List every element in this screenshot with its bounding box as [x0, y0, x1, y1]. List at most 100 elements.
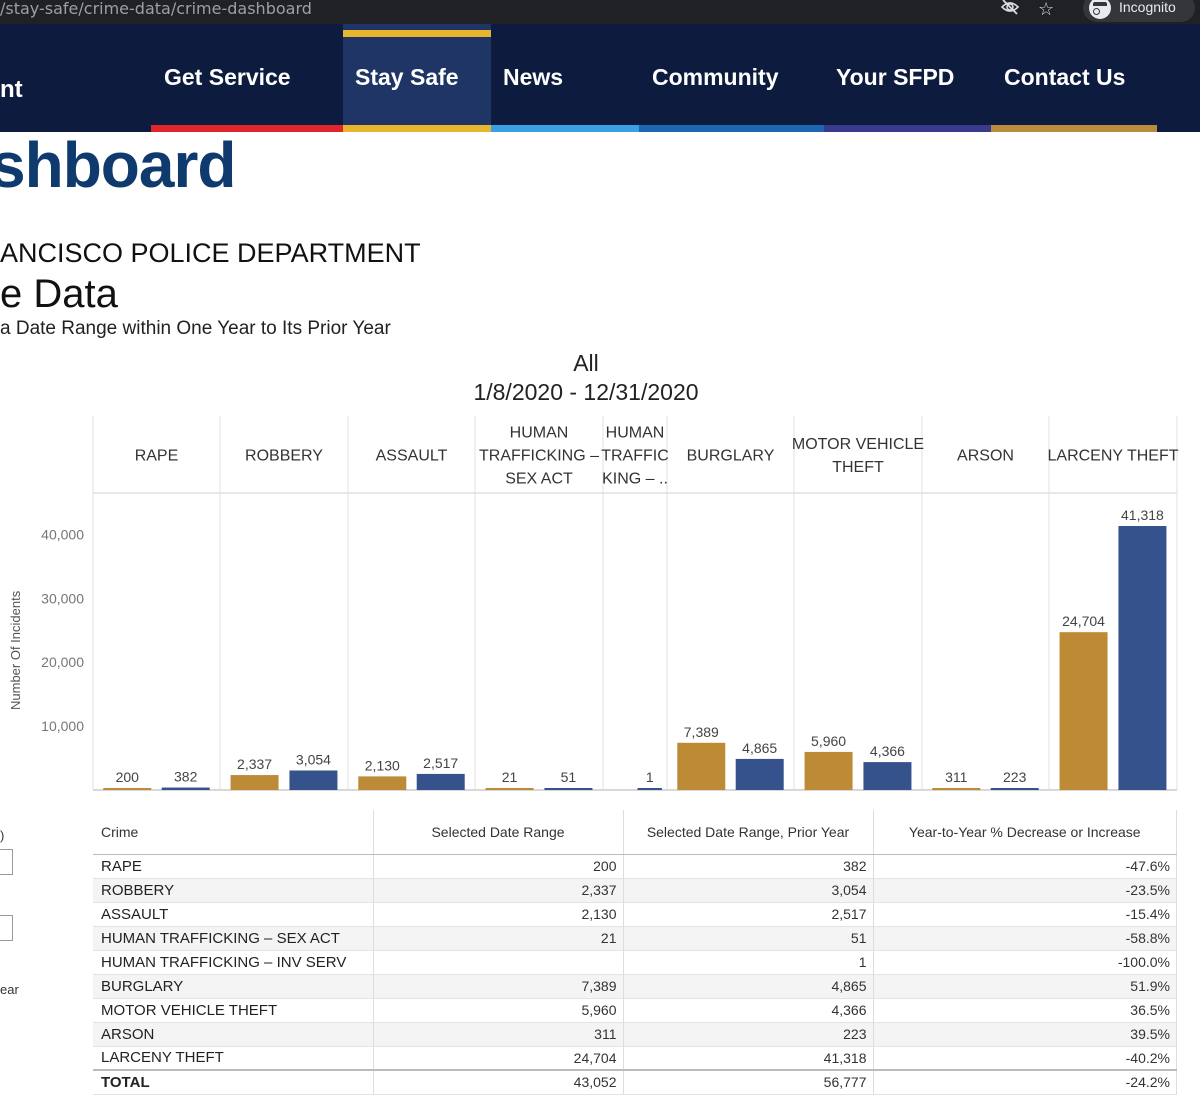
- nav-color-bar: [824, 125, 991, 132]
- table-row: MOTOR VEHICLE THEFT 5,960 4,366 36.5%: [93, 998, 1177, 1023]
- value-cell: 223: [623, 1022, 874, 1047]
- data-bar: [637, 788, 662, 790]
- data-label: 41,318: [1121, 507, 1164, 523]
- value-cell: 382: [623, 854, 874, 879]
- value-cell: 4,366: [623, 998, 874, 1023]
- data-label: 223: [1003, 769, 1027, 785]
- table-row: ASSAULT 2,130 2,517 -15.4%: [93, 902, 1177, 927]
- category-label: KING – ..: [602, 471, 668, 488]
- data-label: 1: [646, 769, 654, 785]
- table-row: RAPE 200 382 -47.6%: [93, 854, 1177, 879]
- data-label: 51: [561, 769, 577, 785]
- page-title: shboard: [0, 129, 236, 201]
- nav-item-contact-us[interactable]: Contact Us: [991, 24, 1157, 132]
- nav-color-bar: [491, 125, 639, 132]
- y-tick-label: 10,000: [41, 718, 84, 734]
- crime-name-cell: ARSON: [93, 1022, 374, 1047]
- nav-item-get-service[interactable]: Get Service: [151, 24, 343, 132]
- data-label: 4,865: [742, 740, 777, 756]
- category-label: RAPE: [135, 448, 179, 465]
- value-cell: 5,960: [373, 998, 624, 1023]
- data-label: 21: [502, 769, 518, 785]
- data-label: 4,366: [870, 743, 905, 759]
- table-row: HUMAN TRAFFICKING – SEX ACT 21 51 -58.8%: [93, 926, 1177, 951]
- nav-item-label: Stay Safe: [355, 64, 459, 90]
- data-label: 311: [945, 769, 968, 785]
- crime-name-cell: HUMAN TRAFFICKING – INV SERV: [93, 950, 374, 975]
- data-bar: [544, 788, 593, 790]
- column-header: Selected Date Range: [373, 810, 624, 855]
- data-bar: [863, 762, 912, 790]
- nav-active-indicator: [343, 30, 491, 37]
- value-cell: 41,318: [623, 1046, 874, 1071]
- bookmark-star-icon[interactable]: ☆: [1038, 0, 1055, 19]
- value-cell: 4,865: [623, 974, 874, 999]
- data-bar: [677, 742, 726, 790]
- filter-input[interactable]: [0, 849, 13, 875]
- crime-name-cell: LARCENY THEFT: [93, 1046, 374, 1071]
- crime-name-cell: ROBBERY: [93, 878, 374, 903]
- data-label: 5,960: [811, 733, 846, 749]
- data-label: 200: [116, 769, 140, 785]
- value-cell: 51: [623, 926, 874, 951]
- data-bar: [735, 758, 784, 790]
- filter-input[interactable]: [0, 915, 13, 941]
- date-range-label: 1/8/2020 - 12/31/2020: [473, 379, 699, 405]
- y-tick-label: 30,000: [41, 590, 84, 606]
- value-cell: 43,052: [373, 1069, 624, 1095]
- category-label: ASSAULT: [376, 448, 448, 465]
- value-cell: 56,777: [623, 1069, 874, 1095]
- incognito-badge[interactable]: Incognito: [1083, 0, 1195, 22]
- address-bar[interactable]: /stay-safe/crime-data/crime-dashboard: [0, 0, 312, 18]
- value-cell: 51.9%: [873, 974, 1177, 999]
- data-label: 2,517: [423, 755, 458, 771]
- nav-color-bar: [639, 125, 824, 132]
- table-header-row: Crime Selected Date Range Selected Date …: [93, 810, 1177, 855]
- table-row: BURGLARY 7,389 4,865 51.9%: [93, 974, 1177, 999]
- data-bar: [358, 776, 407, 790]
- nav-color-bar: [151, 125, 343, 132]
- nav-item-community[interactable]: Community: [639, 24, 824, 132]
- value-cell: [373, 950, 624, 975]
- table-row: HUMAN TRAFFICKING – INV SERV 1 -100.0%: [93, 950, 1177, 975]
- category-label: BURGLARY: [687, 448, 775, 465]
- y-tick-label: 20,000: [41, 654, 84, 670]
- browser-toolbar: /stay-safe/crime-data/crime-dashboard ☆ …: [0, 0, 1200, 24]
- column-header: Selected Date Range, Prior Year: [623, 810, 874, 855]
- main-navigation: nt Get Service Stay Safe News Community …: [0, 24, 1200, 132]
- nav-item-label: Community: [652, 64, 779, 90]
- data-bar: [1118, 526, 1167, 790]
- column-header: Crime: [93, 810, 374, 855]
- data-label: 2,337: [237, 756, 272, 772]
- value-cell: -23.5%: [873, 878, 1177, 903]
- table-total-row: TOTAL 43,052 56,777 -24.2%: [93, 1069, 1177, 1095]
- category-label: THEFT: [832, 459, 884, 476]
- nav-brand-fragment[interactable]: nt: [0, 76, 23, 103]
- dashboard-subtitle: a Date Range within One Year to Its Prio…: [0, 318, 391, 339]
- crime-bar-chart: 10,000 20,000 30,000 40,000 RAPE 200 382 ROBBER…: [41, 416, 1179, 791]
- crime-table: Crime Selected Date Range Selected Date …: [93, 810, 1177, 1095]
- data-bar: [932, 788, 981, 790]
- eye-off-icon[interactable]: [1000, 0, 1020, 23]
- data-label: 2,130: [365, 757, 400, 773]
- data-bar: [990, 788, 1039, 790]
- data-bar: [103, 788, 152, 790]
- value-cell: -58.8%: [873, 926, 1177, 951]
- nav-item-news[interactable]: News: [491, 24, 639, 132]
- value-cell: 39.5%: [873, 1022, 1177, 1047]
- nav-item-your-sfpd[interactable]: Your SFPD: [824, 24, 991, 132]
- category-label: TRAFFIC: [601, 448, 669, 465]
- value-cell: 2,517: [623, 902, 874, 927]
- nav-color-bar: [991, 125, 1157, 132]
- crime-name-cell: ASSAULT: [93, 902, 374, 927]
- crime-name-cell: RAPE: [93, 854, 374, 879]
- category-label: HUMAN: [606, 425, 665, 442]
- value-cell: -15.4%: [873, 902, 1177, 927]
- value-cell: 1: [623, 950, 874, 975]
- nav-item-stay-safe[interactable]: Stay Safe: [343, 24, 491, 132]
- data-label: 3,054: [296, 751, 331, 767]
- nav-item-label: Your SFPD: [836, 64, 955, 90]
- category-label: LARCENY THEFT: [1048, 448, 1179, 465]
- value-cell: 2,337: [373, 878, 624, 903]
- filter-label-fragment: ): [0, 828, 5, 843]
